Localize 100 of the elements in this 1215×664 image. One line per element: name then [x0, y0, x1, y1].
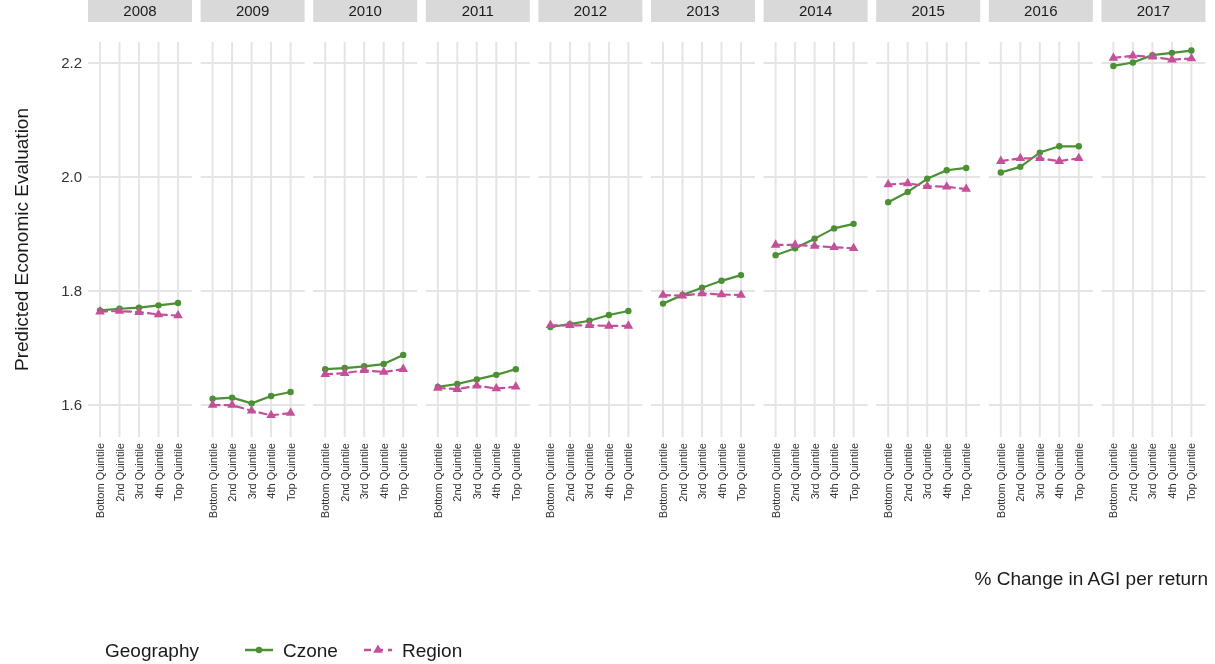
x-tick-label: 4th Quintile: [828, 443, 841, 499]
chart-title: 2010: [348, 2, 382, 19]
point: [770, 239, 781, 248]
point: [545, 319, 556, 329]
x-tick-label: 3rd Quintile: [808, 443, 821, 500]
point: [227, 399, 237, 408]
x-tick-label: Top Quintile: [509, 443, 522, 502]
x-tick-label: Top Quintile: [172, 443, 184, 502]
point: [1056, 143, 1063, 150]
point: [228, 394, 236, 401]
x-tick-label: 4th Quintile: [602, 443, 615, 499]
point: [1034, 152, 1045, 162]
x-tick-label: 4th Quintile: [940, 443, 953, 499]
x-tick-label: 2nd Quintile: [451, 443, 464, 502]
chart-title: 2015: [911, 2, 945, 19]
x-tick-label: Bottom Quintile: [319, 443, 332, 519]
point: [924, 175, 931, 182]
point: [716, 288, 727, 298]
point: [941, 181, 952, 190]
chart-title: 2017: [1136, 2, 1171, 19]
point: [452, 383, 463, 392]
point: [922, 180, 933, 189]
point: [830, 225, 838, 232]
x-tick-label: Bottom Quintile: [544, 443, 557, 519]
x-tick-label: 2nd Quintile: [113, 443, 126, 502]
chart-title: 2016: [1024, 2, 1058, 19]
chart-title: 2009: [235, 2, 270, 19]
point: [510, 381, 521, 390]
point: [1108, 52, 1119, 61]
y-tick-label: 1.8: [61, 282, 82, 300]
point: [904, 188, 911, 196]
x-tick-label: Top Quintile: [622, 443, 635, 502]
x-tick-label: 4th Quintile: [265, 443, 278, 499]
x-tick-label: 2nd Quintile: [563, 443, 576, 502]
x-tick-label: 4th Quintile: [1053, 443, 1066, 499]
x-tick-label: Bottom Quintile: [882, 443, 895, 519]
x-tick-label: Top Quintile: [847, 443, 860, 502]
x-tick-label: 2nd Quintile: [226, 443, 239, 502]
y-axis-title: Predicted Economic Evaluation: [11, 108, 32, 371]
point: [267, 392, 275, 400]
point: [359, 364, 370, 374]
point: [625, 307, 632, 315]
x-tick-label: 2nd Quintile: [676, 443, 689, 502]
point: [790, 239, 800, 248]
point: [584, 319, 595, 329]
x-tick-label: 2nd Quintile: [1126, 443, 1139, 502]
x-tick-label: 3rd Quintile: [245, 443, 258, 500]
x-tick-label: 2nd Quintile: [901, 443, 914, 502]
point: [1073, 152, 1084, 162]
x-tick-label: 3rd Quintile: [921, 443, 934, 500]
x-tick-label: 2nd Quintile: [338, 443, 351, 502]
x-tick-label: 4th Quintile: [715, 443, 728, 499]
x-tick-label: Bottom Quintile: [94, 443, 106, 519]
point: [266, 409, 276, 419]
y-tick-label: 2.2: [61, 54, 82, 72]
point: [811, 235, 818, 242]
point: [850, 220, 857, 228]
x-tick-label: 2nd Quintile: [1014, 443, 1027, 502]
point: [512, 365, 519, 373]
point: [885, 198, 892, 206]
x-tick-label: 3rd Quintile: [470, 443, 483, 500]
x-tick-label: Bottom Quintile: [769, 443, 782, 519]
point: [963, 164, 970, 172]
point: [246, 405, 257, 414]
point: [1186, 52, 1197, 62]
x-tick-label: 4th Quintile: [377, 443, 390, 499]
point: [320, 368, 331, 378]
x-tick-label: 3rd Quintile: [696, 443, 708, 500]
point: [285, 407, 296, 416]
point: [736, 289, 746, 298]
point: [995, 155, 1006, 164]
chart-title: 2008: [123, 2, 157, 19]
point: [658, 289, 668, 298]
x-tick-label: 4th Quintile: [490, 443, 503, 499]
point: [400, 351, 407, 359]
y-tick-label: 1.6: [61, 396, 82, 414]
x-tick-label: Bottom Quintile: [657, 443, 669, 519]
chart-title: 2013: [686, 2, 720, 19]
point: [605, 311, 613, 319]
point: [1075, 143, 1082, 150]
x-tick-label: Top Quintile: [735, 443, 747, 502]
x-tick-label: Top Quintile: [1072, 443, 1085, 502]
point: [659, 300, 667, 307]
x-tick-label: Top Quintile: [284, 443, 297, 502]
x-tick-label: Top Quintile: [397, 443, 410, 502]
x-tick-label: Bottom Quintile: [994, 443, 1007, 519]
x-tick-label: Top Quintile: [960, 443, 973, 502]
legend-label: Region: [402, 639, 463, 661]
chart-title: 2011: [461, 2, 494, 19]
point: [1054, 155, 1065, 164]
y-tick-label: 2.0: [61, 168, 82, 186]
point: [491, 383, 502, 392]
point: [248, 400, 255, 407]
point: [1188, 47, 1195, 54]
x-tick-label: 3rd Quintile: [358, 443, 371, 500]
x-tick-label: 3rd Quintile: [583, 443, 596, 500]
point: [902, 177, 913, 187]
point: [604, 320, 614, 329]
point: [961, 183, 972, 192]
point: [772, 251, 779, 259]
